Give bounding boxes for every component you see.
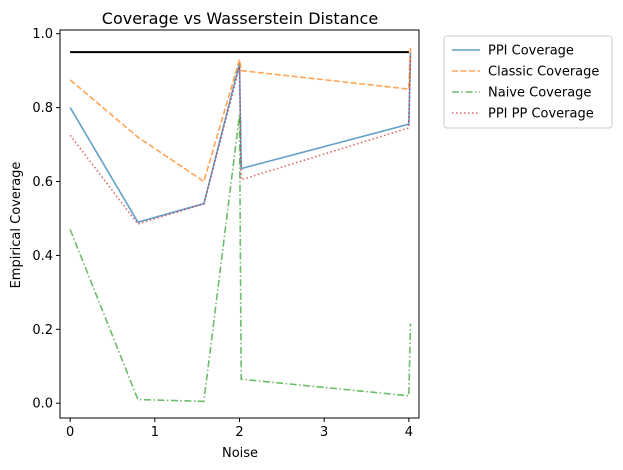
legend-box	[443, 35, 613, 129]
y-tick-label: 0.6	[32, 175, 53, 190]
y-tick-label: 0.2	[32, 323, 53, 338]
series-line-classic-coverage	[69, 46, 412, 183]
x-axis-ticks: 0 1 2 3 4	[66, 418, 413, 440]
legend-entry-label: Naive Coverage	[488, 86, 591, 101]
x-tick-label: 0	[66, 425, 74, 440]
legend-entry-label: PPI Coverage	[488, 44, 574, 59]
x-tick-label: 4	[405, 425, 413, 440]
x-tick-label: 3	[320, 425, 328, 440]
y-tick-label: 0.4	[32, 249, 53, 264]
legend-entry-label: PPI PP Coverage	[488, 107, 594, 122]
y-tick-label: 0.0	[32, 397, 53, 412]
y-tick-label: 0.8	[32, 101, 53, 116]
y-tick-label: 1.0	[32, 27, 53, 42]
chart-title: Coverage vs Wasserstein Distance	[102, 9, 378, 28]
x-tick-label: 1	[151, 425, 159, 440]
y-axis-ticks: 0.0 0.2 0.4 0.6 0.8 1.0	[32, 27, 60, 412]
legend-entry-label: Classic Coverage	[488, 65, 599, 80]
y-axis-label: Empirical Coverage	[9, 162, 24, 289]
x-axis-label: Noise	[222, 446, 258, 461]
legend: PPI Coverage Classic Coverage Naive Covera…	[443, 35, 613, 129]
plot-area-lines	[69, 46, 412, 403]
x-tick-label: 2	[235, 425, 243, 440]
